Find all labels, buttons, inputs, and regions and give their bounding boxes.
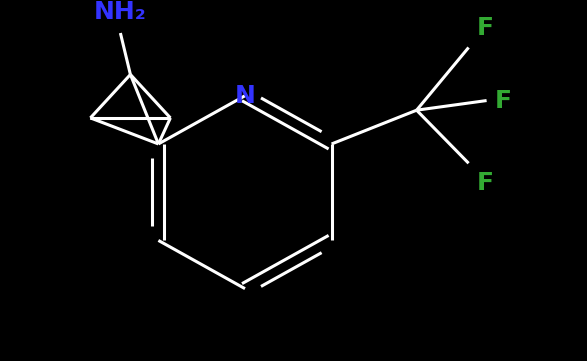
- Text: N: N: [235, 84, 255, 108]
- Text: NH₂: NH₂: [94, 0, 147, 24]
- Text: F: F: [477, 16, 494, 40]
- Text: F: F: [495, 88, 512, 113]
- Text: F: F: [477, 171, 494, 195]
